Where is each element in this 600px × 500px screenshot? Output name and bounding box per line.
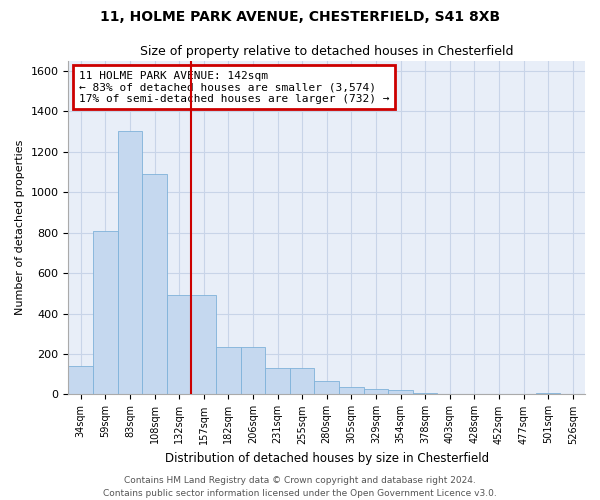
Bar: [118, 132, 142, 394]
Text: Contains HM Land Registry data © Crown copyright and database right 2024.
Contai: Contains HM Land Registry data © Crown c…: [103, 476, 497, 498]
Bar: [241, 347, 265, 395]
Bar: [314, 382, 339, 394]
Bar: [265, 368, 290, 394]
Bar: [290, 368, 314, 394]
Bar: [388, 390, 413, 394]
Y-axis label: Number of detached properties: Number of detached properties: [15, 140, 25, 315]
Text: 11 HOLME PARK AVENUE: 142sqm
← 83% of detached houses are smaller (3,574)
17% of: 11 HOLME PARK AVENUE: 142sqm ← 83% of de…: [79, 70, 389, 104]
Bar: [93, 230, 118, 394]
Bar: [191, 296, 216, 394]
Bar: [68, 366, 93, 394]
Bar: [216, 347, 241, 395]
X-axis label: Distribution of detached houses by size in Chesterfield: Distribution of detached houses by size …: [164, 452, 489, 465]
Bar: [142, 174, 167, 394]
Bar: [339, 388, 364, 394]
Title: Size of property relative to detached houses in Chesterfield: Size of property relative to detached ho…: [140, 45, 514, 58]
Bar: [364, 390, 388, 394]
Bar: [167, 296, 191, 394]
Text: 11, HOLME PARK AVENUE, CHESTERFIELD, S41 8XB: 11, HOLME PARK AVENUE, CHESTERFIELD, S41…: [100, 10, 500, 24]
